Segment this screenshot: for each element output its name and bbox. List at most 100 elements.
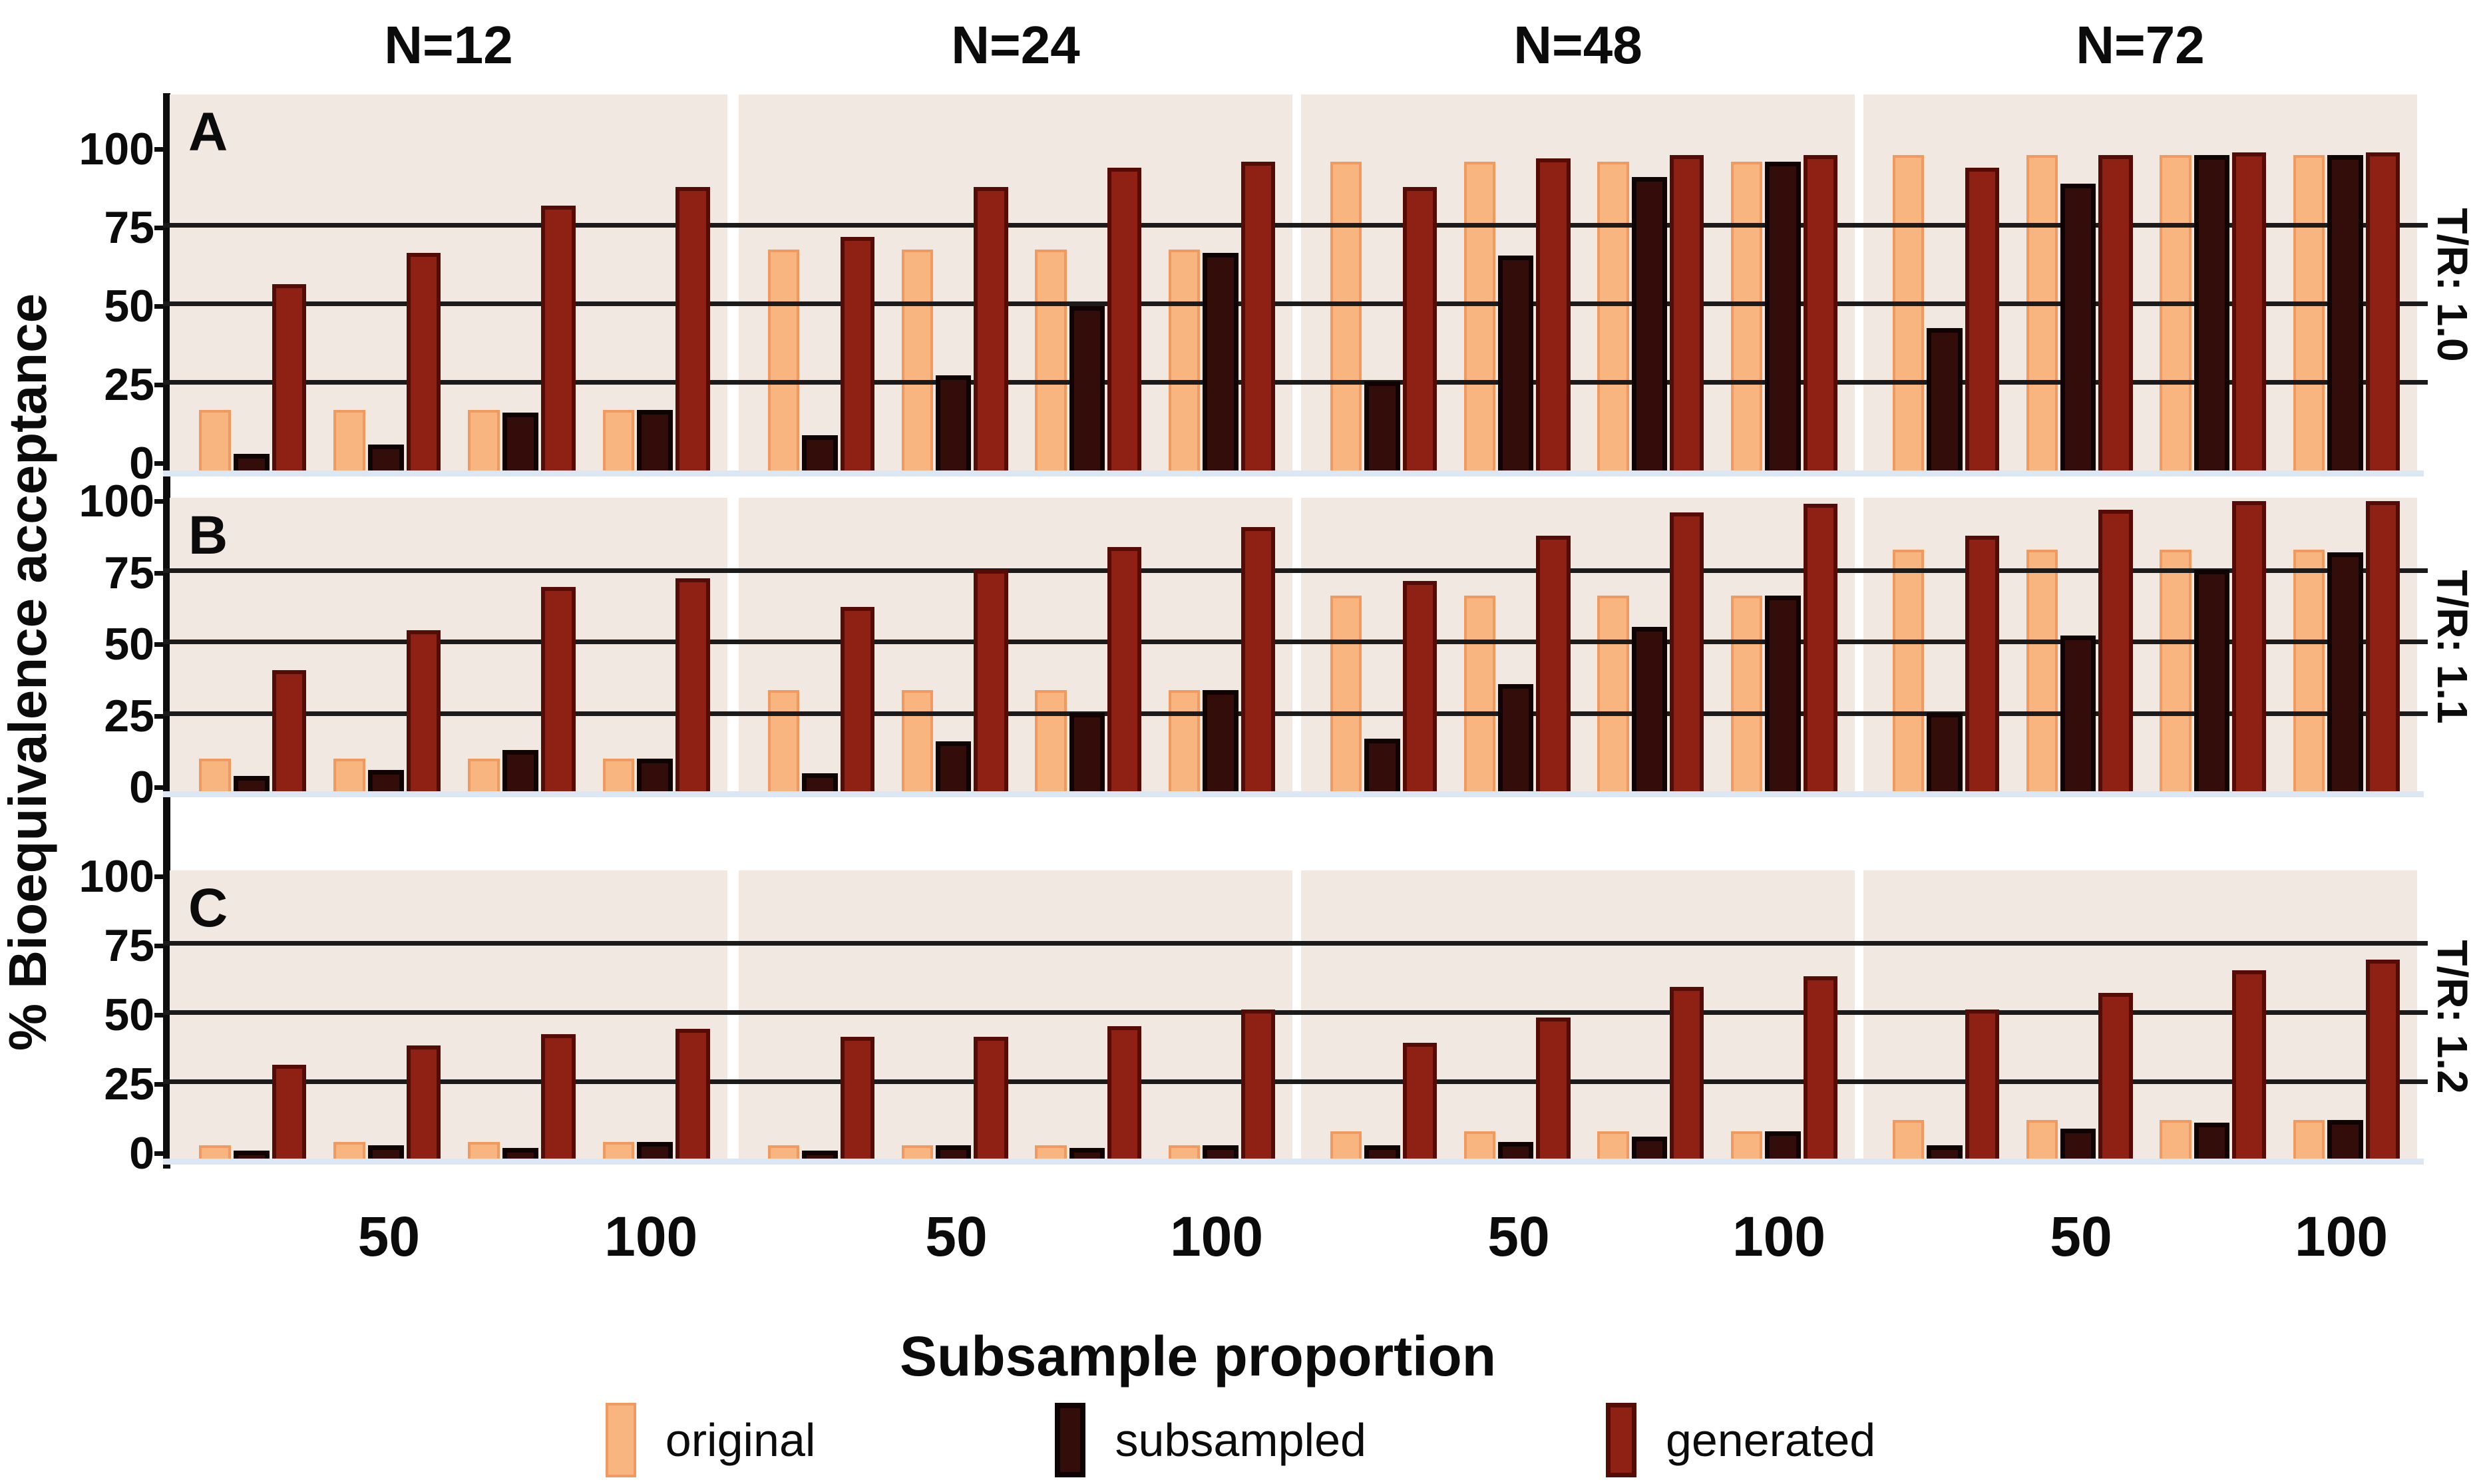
bar-original (1893, 1120, 1925, 1163)
gridline-75 (1854, 568, 2428, 573)
bar-subsampled (1203, 252, 1239, 475)
legend-label: generated (1665, 1414, 1876, 1466)
bar-group-50 (2026, 498, 2133, 796)
legend-label: subsampled (1115, 1414, 1366, 1466)
x-tick-label-100: 100 (604, 1205, 698, 1268)
bar-subsampled (2194, 1123, 2229, 1163)
gridline-25 (163, 380, 738, 385)
gridline-50 (163, 301, 738, 306)
bar-generated (540, 1034, 576, 1163)
y-tick-label: 50 (104, 619, 154, 669)
gridline-75 (1292, 568, 1865, 573)
bar-group-25 (199, 94, 307, 475)
panel-letter: B (188, 505, 228, 566)
panel-A-n-24 (729, 94, 1303, 476)
bar-original (1597, 595, 1629, 796)
bar-original (1597, 161, 1629, 475)
bar-subsampled (1765, 161, 1801, 475)
gridline-75 (1292, 941, 1865, 946)
bar-group-100 (1168, 94, 1275, 475)
bar-original (1463, 595, 1495, 796)
panel-A-n-72 (1854, 94, 2428, 476)
bar-group-100 (1168, 498, 1275, 796)
col-header-n-72: N=72 (2076, 15, 2205, 75)
bar-original (901, 250, 933, 475)
bar-subsampled (2194, 570, 2229, 796)
bar-generated (406, 252, 441, 475)
bar-group-75 (468, 870, 576, 1163)
panel-B-n-24 (729, 498, 1303, 797)
bar-groups (768, 498, 1275, 796)
bar-group-50 (333, 94, 441, 475)
bar-generated (1670, 987, 1704, 1163)
bar-generated (1240, 526, 1275, 796)
bar-group-75 (468, 498, 576, 796)
bar-generated (1402, 581, 1437, 796)
bar-original (333, 759, 365, 796)
bar-original (1168, 689, 1201, 796)
baseline-strip (1857, 1159, 2424, 1165)
panel-B-n-12: B (163, 498, 738, 797)
bar-groups (1330, 870, 1837, 1163)
bar-subsampled (1498, 256, 1534, 475)
bar-subsampled (936, 741, 972, 796)
bar-original (2160, 550, 2192, 796)
bar-group-75 (2160, 870, 2267, 1163)
gridline-75 (1292, 223, 1865, 228)
y-axis-tick (154, 1013, 164, 1018)
bar-groups (768, 870, 1275, 1163)
bar-generated (1107, 168, 1142, 475)
legend-item-subsampled: subsampled (1055, 1403, 1366, 1477)
bar-subsampled (1069, 713, 1105, 796)
y-axis-tick (154, 944, 164, 948)
gridline-75 (729, 223, 1303, 228)
bar-group-50 (1463, 870, 1571, 1163)
y-axis-tick (154, 304, 164, 309)
bar-generated (2365, 152, 2400, 475)
bar-groups (1893, 498, 2400, 796)
bar-group-75 (1035, 498, 1142, 796)
bar-original (901, 689, 933, 796)
x-tick-label-100: 100 (1169, 1205, 1264, 1268)
bar-group-25 (1330, 498, 1437, 796)
bar-generated (1803, 504, 1837, 796)
bar-generated (974, 186, 1008, 475)
baseline-strip (1857, 470, 2424, 476)
bar-original (2160, 155, 2192, 475)
bar-subsampled (2194, 155, 2229, 475)
bar-subsampled (1927, 713, 1963, 796)
bar-generated (1536, 158, 1571, 475)
bar-group-25 (768, 94, 875, 475)
panel-letter: A (188, 102, 228, 162)
baseline-strip (163, 791, 734, 797)
bar-group-25 (768, 498, 875, 796)
bar-original (1035, 250, 1067, 475)
bar-groups (1330, 94, 1837, 475)
bar-generated (1803, 155, 1837, 475)
y-tick-label: 25 (104, 359, 154, 410)
gridline-25 (1292, 711, 1865, 716)
y-axis-title: % Bioequivalence acceptance (0, 293, 57, 1051)
bar-group-100 (2293, 498, 2400, 796)
y-tick-label: 25 (104, 1059, 154, 1109)
bar-generated (2232, 501, 2267, 796)
bar-generated (272, 283, 307, 475)
bar-original (768, 250, 800, 475)
gridline-25 (1292, 380, 1865, 385)
gridline-25 (1854, 711, 2428, 716)
baseline-strip (1857, 791, 2424, 797)
bar-generated (840, 607, 875, 796)
bar-group-75 (468, 94, 576, 475)
bar-subsampled (1765, 595, 1801, 796)
baseline-strip (163, 470, 734, 476)
bar-subsampled (2327, 552, 2363, 796)
bar-subsampled (637, 759, 673, 796)
panel-B-n-72 (1854, 498, 2428, 797)
bar-group-100 (1730, 870, 1837, 1163)
bar-generated (1536, 535, 1571, 796)
gridline-50 (729, 640, 1303, 644)
bar-generated (1670, 512, 1704, 796)
bar-subsampled (502, 750, 538, 796)
bar-subsampled (1364, 381, 1400, 475)
x-tick-label-50: 50 (1487, 1205, 1550, 1268)
